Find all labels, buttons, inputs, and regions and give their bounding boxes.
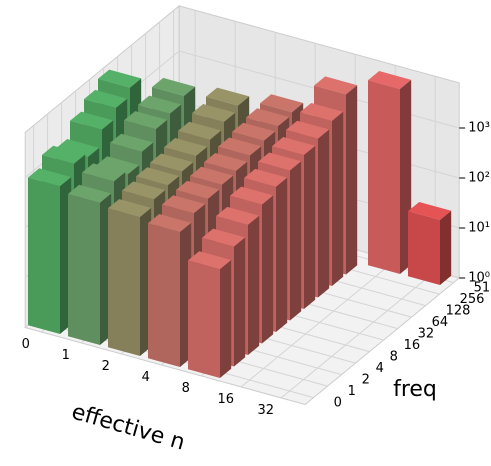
x-tick-label: 1 (62, 348, 70, 363)
bar-side (332, 111, 344, 286)
x-tick-label: 0 (22, 337, 30, 352)
bar-top (56, 139, 100, 158)
bar-top (368, 71, 412, 90)
x-tick-label: 2 (102, 359, 110, 374)
x-tick-label: 16 (218, 392, 235, 407)
bar-top (206, 87, 250, 106)
bar-side (304, 145, 316, 309)
z-tick-label: 10² (468, 171, 490, 186)
bar-top (300, 102, 344, 121)
bar-top (150, 153, 194, 172)
bar (148, 223, 180, 367)
bar-top (176, 180, 220, 199)
bar-top (124, 111, 168, 130)
bar-top (82, 163, 126, 182)
y-tick-label: 16 (404, 338, 421, 353)
y-tick-label: 256 (460, 292, 485, 307)
bar (68, 193, 100, 345)
bar-top (232, 122, 276, 141)
bar-top (190, 166, 234, 185)
bar-side (234, 237, 246, 367)
bar-side (440, 210, 452, 285)
bar-side (290, 161, 302, 321)
y-tick-label: 512 (474, 281, 491, 296)
bar (408, 211, 440, 285)
bar-top (138, 95, 182, 114)
bar-top (28, 168, 72, 187)
bar-top (272, 137, 316, 156)
bar-top (70, 111, 114, 130)
bar (368, 80, 400, 275)
bar-top (188, 251, 232, 270)
bar-top (204, 153, 248, 171)
bar-top (192, 103, 236, 122)
bar-top (216, 206, 260, 225)
x-tick-label: 32 (258, 403, 275, 418)
bar-side (318, 129, 330, 298)
z-tick-label: 10¹ (468, 221, 490, 236)
bar-top (286, 120, 330, 139)
x-axis-label: effective n (69, 399, 188, 455)
bar-top (136, 167, 180, 186)
bar-side (262, 195, 274, 344)
bar-top (164, 138, 208, 157)
bar-side (248, 215, 260, 355)
bar-top (218, 137, 262, 156)
z-tick-label: 10⁰ (468, 271, 490, 286)
bar-top (230, 186, 274, 205)
bar-side (346, 85, 358, 275)
bar-top (96, 156, 140, 175)
bar-side (220, 259, 232, 378)
x-tick-label: 8 (182, 381, 190, 396)
bar-top (108, 199, 152, 218)
y-tick-label: 1 (348, 384, 356, 399)
bar-side (276, 177, 288, 332)
bar-top (110, 133, 154, 152)
bar-top (42, 145, 86, 164)
y-tick-label: 0 (334, 396, 342, 411)
bar-top (258, 152, 302, 171)
y-tick-label: 8 (390, 350, 398, 365)
bar-top (152, 77, 196, 96)
bar (188, 260, 220, 378)
y-tick-label: 128 (446, 304, 471, 319)
y-tick-label: 2 (362, 373, 370, 388)
bar-top (84, 89, 128, 108)
bar-top (162, 195, 206, 214)
y-axis-label: freq (393, 377, 437, 402)
bar-top (202, 228, 246, 247)
y-tick-label: 4 (376, 361, 384, 376)
bar-top (260, 94, 304, 113)
bar (108, 208, 140, 356)
bar-top (68, 184, 112, 203)
z-tick-label: 10³ (468, 121, 490, 136)
bar-top (244, 168, 288, 187)
bar (28, 177, 60, 334)
bar-top (246, 108, 290, 127)
y-tick-label: 32 (418, 327, 435, 342)
bar-top (314, 76, 358, 95)
x-tick-label: 4 (142, 370, 150, 385)
bar-top (148, 214, 192, 233)
bar-top (122, 181, 166, 200)
y-tick-label: 64 (432, 315, 449, 330)
bar-top (178, 121, 222, 140)
bar-top (98, 69, 142, 88)
bar-top (408, 201, 452, 220)
